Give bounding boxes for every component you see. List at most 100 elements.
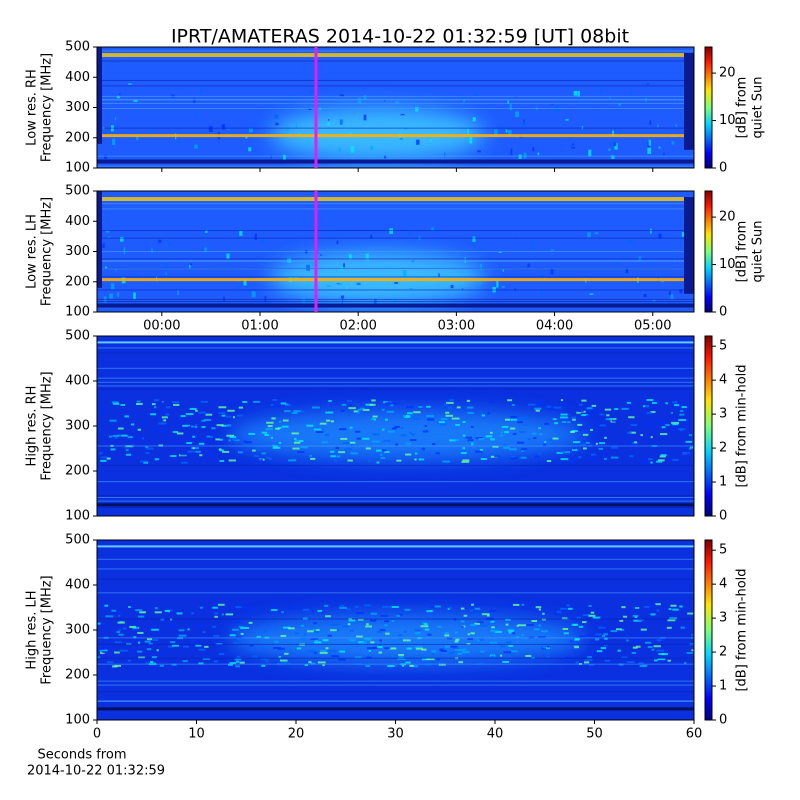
speckle (573, 645, 579, 648)
band (97, 278, 694, 282)
speckle (176, 419, 181, 422)
speckle (658, 653, 665, 656)
speckle (306, 424, 314, 427)
speckle (461, 460, 470, 463)
streak (97, 301, 694, 303)
speckle (667, 659, 671, 662)
speckle (613, 142, 617, 147)
speckle (685, 625, 692, 628)
speckle (579, 443, 587, 446)
streak (97, 251, 694, 253)
speckle (97, 150, 99, 156)
y-tick-label: 400 (65, 578, 90, 593)
speckle (640, 434, 643, 437)
speckle (370, 641, 375, 644)
speckle (246, 125, 249, 130)
spectrum (97, 540, 694, 720)
speckle (474, 607, 481, 610)
speckle (444, 152, 446, 158)
streak (97, 352, 694, 354)
speckle (248, 127, 253, 133)
speckle (170, 641, 176, 644)
x-tick-label: 40 (487, 727, 504, 742)
speckle (487, 412, 491, 415)
speckle (284, 410, 291, 413)
speckle (109, 435, 113, 438)
speckle (293, 410, 301, 413)
speckle (300, 446, 308, 449)
speckle (668, 290, 671, 295)
speckle (518, 154, 522, 159)
speckle (392, 402, 398, 405)
speckle (582, 433, 589, 436)
speckle (604, 408, 612, 411)
speckle (531, 620, 538, 623)
speckle (317, 661, 326, 664)
speckle (100, 459, 107, 462)
speckle (579, 635, 587, 638)
speckle (480, 457, 487, 460)
speckle (242, 641, 248, 644)
speckle (321, 611, 325, 614)
speckle (666, 626, 672, 629)
streak (97, 680, 694, 682)
speckle (137, 615, 145, 618)
speckle (688, 434, 692, 437)
speckle (657, 459, 665, 462)
speckle (106, 457, 111, 460)
speckle (205, 413, 213, 416)
speckle (462, 459, 470, 462)
colorbar-tick-label: 2 (719, 645, 727, 660)
speckle (214, 612, 219, 615)
speckle (151, 656, 157, 659)
speckle (145, 445, 149, 448)
streak (97, 700, 694, 702)
speckle (620, 628, 625, 631)
speckle (221, 124, 226, 130)
speckle (213, 660, 218, 663)
speckle (438, 421, 445, 424)
speckle (187, 450, 195, 453)
speckle (461, 651, 470, 654)
speckle (505, 129, 508, 133)
speckle (302, 297, 306, 303)
speckle (561, 421, 567, 424)
speckle (550, 267, 554, 275)
streak (97, 50, 694, 52)
speckle (653, 659, 658, 662)
speckle (611, 419, 618, 422)
speckle (479, 278, 481, 285)
speckle (553, 406, 562, 409)
speckle (160, 422, 167, 425)
speckle (644, 605, 650, 608)
speckle (494, 129, 498, 136)
speckle (611, 446, 619, 449)
edge (97, 47, 102, 144)
speckle (261, 238, 265, 243)
speckle (189, 263, 193, 266)
speckle (275, 122, 279, 126)
speckle (576, 411, 581, 414)
speckle (226, 434, 235, 437)
speckle (346, 285, 348, 290)
speckle (236, 414, 243, 417)
speckle (434, 605, 441, 608)
speckle (626, 439, 629, 442)
speckle (457, 652, 462, 655)
speckle (195, 644, 202, 647)
y-axis-label: Frequency [MHz] (40, 371, 55, 480)
speckle (510, 455, 515, 458)
streak (97, 700, 694, 702)
x-tick-label: 03:00 (438, 319, 475, 334)
speckle (198, 88, 202, 94)
colorbar-tick-label: 4 (719, 373, 727, 388)
speckle (335, 446, 340, 449)
speckle (273, 445, 279, 448)
speckle (507, 629, 515, 632)
speckle (206, 453, 214, 456)
speckle (463, 99, 465, 102)
speckle (422, 658, 427, 661)
speckle (104, 604, 109, 607)
speckle (510, 148, 513, 156)
